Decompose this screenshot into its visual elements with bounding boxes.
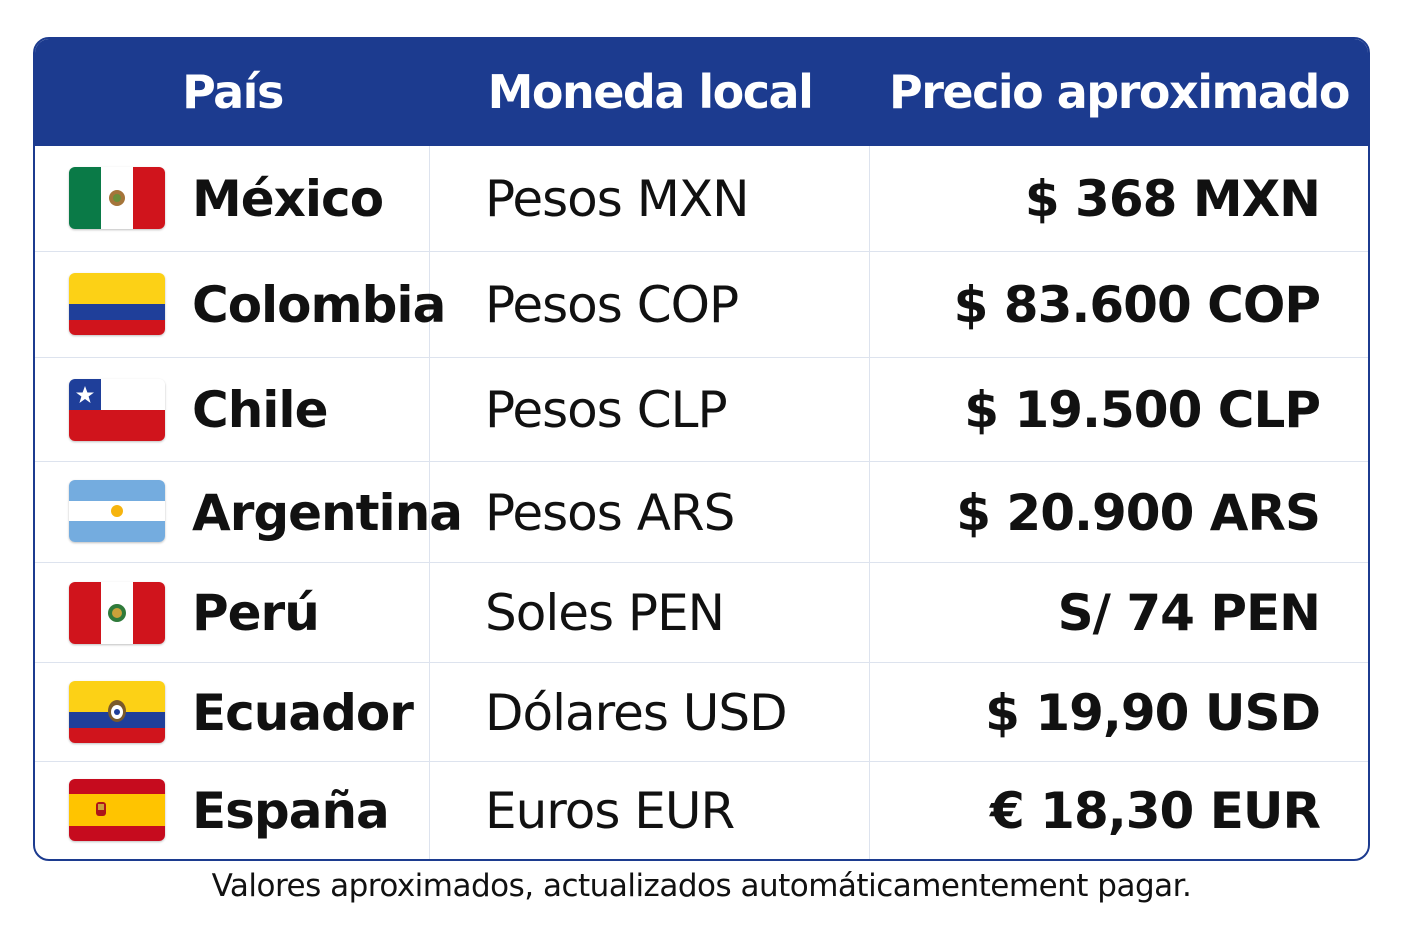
currency-name: Soles PEN <box>485 584 725 642</box>
price-value: $ 19,90 USD <box>985 683 1321 742</box>
ecuador-flag-icon <box>69 681 165 743</box>
currency-name: Pesos COP <box>485 276 739 334</box>
currency-name: Pesos CLP <box>485 381 728 439</box>
table-row: Ecuador Dólares USD $ 19,90 USD <box>35 662 1368 762</box>
table-row: Colombia Pesos COP $ 83.600 COP <box>35 251 1368 358</box>
colombia-flag-icon <box>69 273 165 335</box>
footnote: Valores aproximados, actualizados automá… <box>211 868 1192 904</box>
argentina-flag-icon <box>69 480 165 542</box>
price-table: País Moneda local Precio aproximado Méxi… <box>33 37 1370 861</box>
header-price: Precio aproximado <box>889 65 1350 119</box>
table-row: México Pesos MXN $ 368 MXN <box>35 146 1368 251</box>
country-name: Colombia <box>192 276 446 334</box>
price-value: $ 19.500 CLP <box>964 381 1321 439</box>
spain-flag-icon <box>69 779 165 841</box>
currency-name: Pesos MXN <box>485 169 750 228</box>
currency-name: Dólares USD <box>485 683 788 742</box>
price-value: $ 20.900 ARS <box>956 483 1321 542</box>
table-row: Argentina Pesos ARS $ 20.900 ARS <box>35 461 1368 563</box>
column-divider <box>429 146 430 859</box>
country-name: Perú <box>192 584 320 642</box>
chile-flag-icon <box>69 379 165 441</box>
mexico-flag-icon <box>69 167 165 229</box>
country-name: España <box>192 782 390 840</box>
table-row: Perú Soles PEN S/ 74 PEN <box>35 562 1368 663</box>
country-name: México <box>192 169 384 228</box>
country-name: Chile <box>192 381 328 439</box>
table-header: País Moneda local Precio aproximado <box>35 39 1368 146</box>
column-divider <box>869 146 870 859</box>
price-value: € 18,30 EUR <box>989 782 1321 840</box>
price-value: S/ 74 PEN <box>1057 584 1321 642</box>
table-row: España Euros EUR € 18,30 EUR <box>35 761 1368 859</box>
header-country: País <box>182 65 284 119</box>
currency-name: Euros EUR <box>485 782 735 840</box>
header-currency: Moneda local <box>487 65 814 119</box>
country-name: Argentina <box>192 483 463 542</box>
price-value: $ 83.600 COP <box>953 276 1321 334</box>
currency-name: Pesos ARS <box>485 483 735 542</box>
peru-flag-icon <box>69 582 165 644</box>
country-name: Ecuador <box>192 683 414 742</box>
price-value: $ 368 MXN <box>1024 169 1321 228</box>
table-row: Chile Pesos CLP $ 19.500 CLP <box>35 357 1368 462</box>
